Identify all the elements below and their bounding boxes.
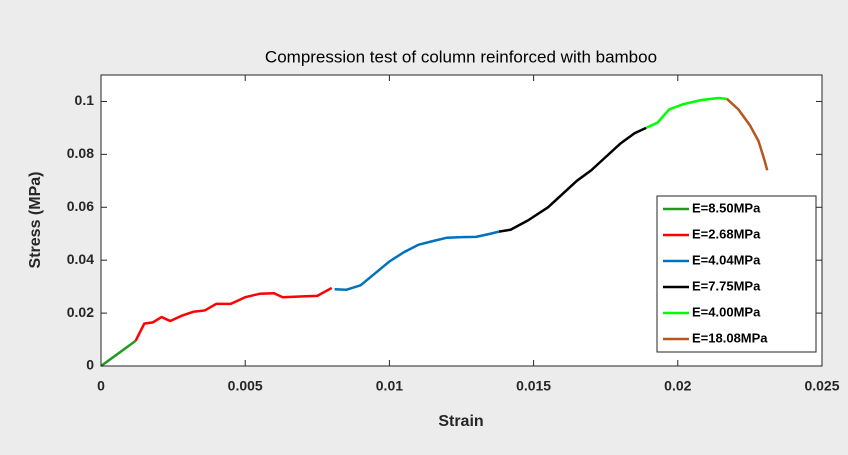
data-line — [334, 230, 500, 292]
x-tick-label: 0.025 — [804, 378, 839, 394]
x-tick-label: 0.02 — [664, 378, 691, 394]
legend-label: E=4.00MPa — [692, 304, 761, 319]
data-line — [725, 97, 769, 171]
y-tick-label: 0.02 — [67, 304, 94, 320]
legend-label: E=18.08MPa — [692, 330, 768, 345]
legend-label: E=8.50MPa — [692, 200, 761, 215]
y-tick-label: 0.04 — [67, 251, 94, 267]
y-tick-label: 0.1 — [75, 92, 95, 108]
legend-label: E=2.68MPa — [692, 226, 761, 241]
legend-label: E=7.75MPa — [692, 278, 761, 293]
data-line — [134, 286, 333, 342]
y-axis-label: Stress (MPa) — [27, 172, 44, 269]
legend-label: E=4.04MPa — [692, 252, 761, 267]
chart-title: Compression test of column reinforced wi… — [265, 47, 657, 66]
y-tick-label: 0.06 — [67, 198, 94, 214]
legend-box — [656, 195, 817, 353]
x-tick-label: 0.01 — [376, 378, 403, 394]
x-tick-label: 0.005 — [228, 378, 263, 394]
x-axis-label: Strain — [438, 413, 483, 430]
axes-box — [100, 74, 823, 367]
y-tick-label: 0 — [86, 357, 94, 373]
y-tick-label: 0.08 — [67, 145, 94, 161]
data-line — [100, 339, 137, 368]
x-tick-label: 0 — [97, 378, 105, 394]
x-tick-label: 0.015 — [516, 378, 551, 394]
data-line — [645, 96, 727, 130]
data-line — [498, 126, 647, 233]
